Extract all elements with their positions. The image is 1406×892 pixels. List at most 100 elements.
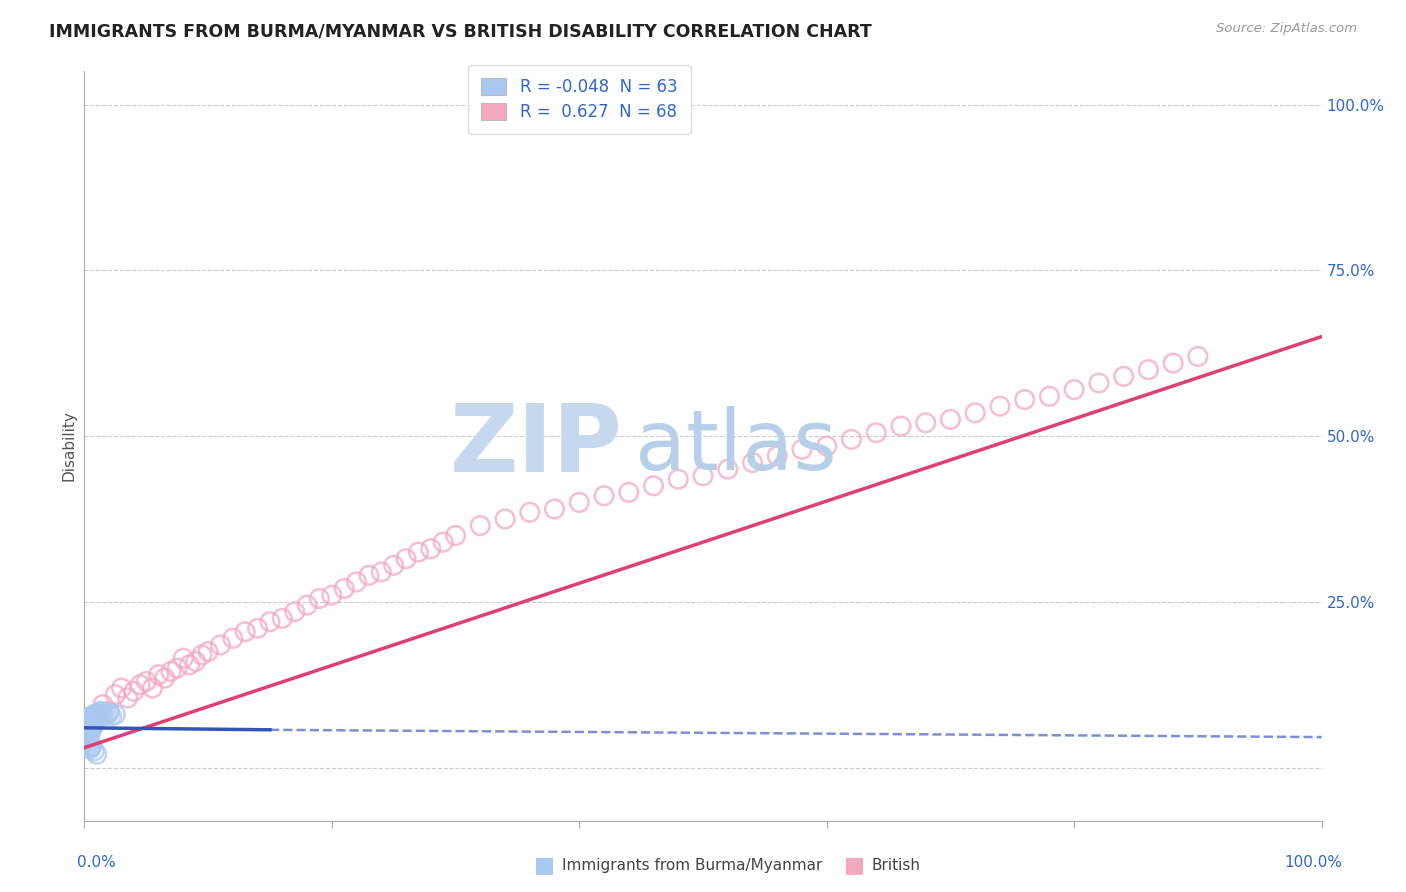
Point [308,591,330,606]
Text: IMMIGRANTS FROM BURMA/MYANMAR VS BRITISH DISABILITY CORRELATION CHART: IMMIGRANTS FROM BURMA/MYANMAR VS BRITISH… [49,22,872,40]
Point [470,518,492,533]
Text: ■: ■ [844,855,865,875]
Point [75,723,97,737]
Point [76,724,98,739]
Point [87,706,110,721]
Point [98,706,121,721]
Point [93,709,115,723]
Point [75,735,97,749]
Point [419,541,441,556]
Point [197,644,219,658]
Point [75,729,97,743]
Point [83,714,105,729]
Text: Source: ZipAtlas.com: Source: ZipAtlas.com [1216,22,1357,36]
Point [432,535,454,549]
Point [148,667,170,681]
Point [77,732,100,747]
Point [1088,376,1111,390]
Point [382,558,405,573]
Point [865,425,887,440]
Point [84,709,107,723]
Point [444,528,467,542]
Point [77,727,100,741]
Point [77,719,100,733]
Point [890,419,912,434]
Text: British: British [872,858,921,872]
Point [86,707,108,722]
Point [666,472,689,486]
Point [73,734,96,748]
Point [233,624,256,639]
Point [75,717,97,731]
Point [90,707,112,722]
Point [259,615,281,629]
Point [76,715,98,730]
Point [346,574,368,589]
Point [209,638,232,652]
Point [1038,389,1060,403]
Point [91,706,114,720]
Point [82,719,104,733]
Point [408,545,430,559]
Y-axis label: Disability: Disability [60,410,76,482]
Point [77,714,100,728]
Point [284,605,307,619]
Point [1137,363,1160,377]
Point [222,632,245,646]
Point [370,565,392,579]
Point [98,704,121,718]
Text: atlas: atlas [636,406,837,486]
Point [80,717,103,731]
Point [141,681,163,695]
Point [841,433,863,447]
Point [766,449,789,463]
Point [717,462,740,476]
Point [96,707,118,722]
Point [83,744,105,758]
Text: ■: ■ [534,855,555,875]
Point [179,657,201,672]
Point [1161,356,1184,370]
Point [593,489,616,503]
Point [110,681,132,695]
Point [73,722,96,736]
Point [692,468,714,483]
Point [153,671,176,685]
Point [543,502,565,516]
Point [741,456,763,470]
Point [82,713,104,727]
Point [494,512,516,526]
Point [939,412,962,426]
Point [80,714,103,728]
Point [83,711,105,725]
Point [73,724,96,739]
Point [79,726,101,740]
Point [122,684,145,698]
Point [79,717,101,731]
Point [100,709,122,723]
Point [82,709,104,723]
Legend: R = -0.048  N = 63, R =  0.627  N = 68: R = -0.048 N = 63, R = 0.627 N = 68 [468,65,690,135]
Point [271,611,294,625]
Point [76,726,98,740]
Point [79,729,101,743]
Point [79,711,101,725]
Point [83,707,105,722]
Point [295,598,318,612]
Point [104,707,127,722]
Point [104,688,127,702]
Text: 0.0%: 0.0% [77,855,117,870]
Point [129,678,152,692]
Point [80,721,103,735]
Point [191,648,214,662]
Text: 100.0%: 100.0% [1285,855,1343,870]
Point [76,721,98,735]
Point [166,661,188,675]
Point [86,747,108,762]
Text: ZIP: ZIP [450,400,623,492]
Point [79,713,101,727]
Point [86,711,108,725]
Point [83,717,105,731]
Point [357,568,380,582]
Point [79,719,101,733]
